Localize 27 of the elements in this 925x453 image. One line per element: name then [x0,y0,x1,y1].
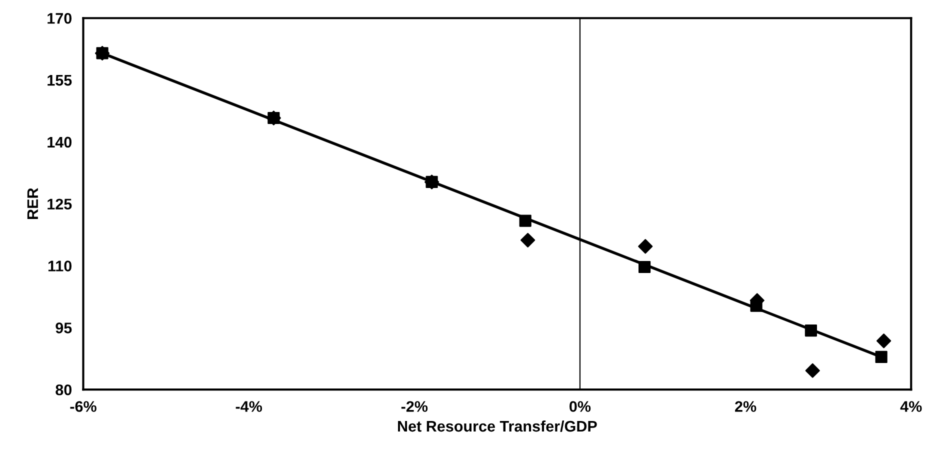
point [519,214,532,227]
point [638,239,653,254]
y-axis-title: RER [27,188,38,219]
point [96,47,108,60]
x-tick-label: -6% [70,401,96,412]
x-tick-label: -4% [236,401,262,412]
y-tick-label: 125 [48,198,72,210]
y-tick-label: 170 [48,12,72,24]
point [875,350,888,364]
y-tick-label: 95 [56,322,72,334]
y-tick-label: 155 [48,75,72,86]
point [268,112,280,124]
point [876,334,892,348]
point [804,324,817,337]
point [805,363,820,378]
x-tick-label: 0% [570,401,591,412]
x-tick-label: -2% [401,401,428,412]
point [520,232,536,248]
point [638,260,651,274]
point [426,176,438,188]
point [750,300,762,312]
y-tick-label: 140 [48,136,72,148]
y-tick-label: 110 [48,260,72,272]
y-tick-label: 80 [56,384,72,396]
x-tick-label: 4% [900,401,922,412]
x-tick-label: 2% [735,401,756,412]
x-axis-title: Net Resource Transfer/GDP [398,420,597,432]
